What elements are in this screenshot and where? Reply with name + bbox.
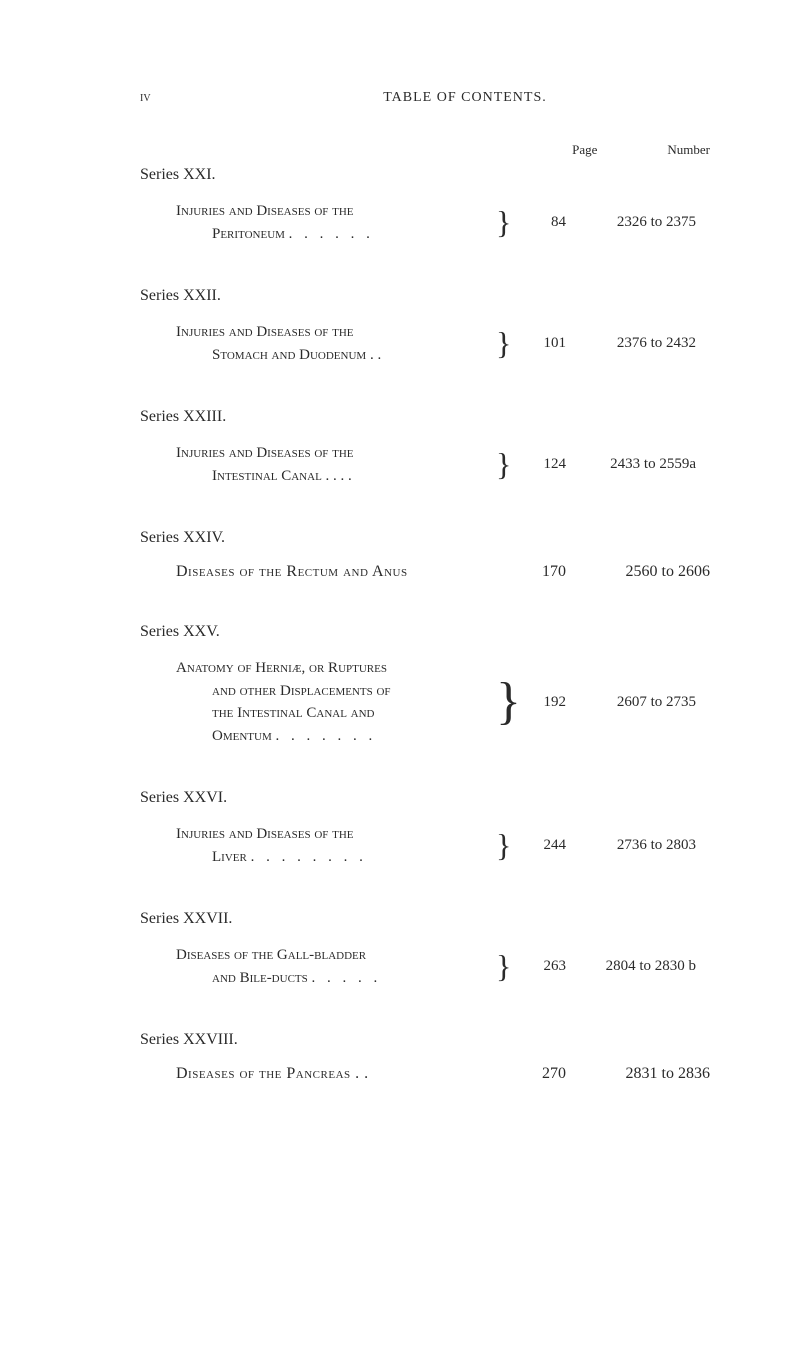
col-number-label: Number [667,142,710,158]
series-title: Series XXIII. [140,408,730,426]
entry-line1: Anatomy of Herniæ, or Ruptures [176,657,496,680]
entry-line2: Intestinal Canal . . . . [176,465,496,488]
entry-line2: Peritoneum . . . . . . [176,223,496,246]
entry-line1: Diseases of the Gall-bladder [176,944,496,967]
entry-number: 2326 to 2375 [566,214,696,231]
entry-page: 270 [516,1065,566,1083]
entry-line1: Injuries and Diseases of the [176,321,496,344]
series-title: Series XXIV. [140,529,730,547]
col-page-label: Page [572,142,597,158]
brace-icon: } [496,450,516,479]
page-roman-numeral: iv [140,90,200,106]
entry-page: 101 [516,335,566,352]
brace-icon: } [496,952,516,981]
entry-description: Anatomy of Herniæ, or Ruptures and other… [176,657,496,747]
entry-page: 244 [516,837,566,854]
series-entry: Diseases of the Rectum and Anus 170 2560… [140,563,730,581]
entry-page: 192 [516,694,566,711]
entry-number: 2560 to 2606 [566,563,730,581]
brace-icon: } [496,208,516,237]
entry-description: Diseases of the Pancreas . . [176,1065,516,1083]
entry-description: Diseases of the Gall-bladder and Bile-du… [176,944,496,989]
entry-line3: the Intestinal Canal and [176,702,496,725]
series-title: Series XXI. [140,166,730,184]
column-headers: Page Number [140,142,730,158]
series-xxii: Series XXII. Injuries and Diseases of th… [140,287,730,366]
page-header: iv TABLE OF CONTENTS. [140,90,730,106]
entry-number: 2607 to 2735 [566,694,696,711]
series-entry: Diseases of the Pancreas . . 270 2831 to… [140,1065,730,1083]
series-entry: Injuries and Diseases of the Liver . . .… [140,823,730,868]
entry-line1: Injuries and Diseases of the [176,823,496,846]
series-xxvii: Series XXVII. Diseases of the Gall-bladd… [140,910,730,989]
entry-description: Injuries and Diseases of the Stomach and… [176,321,496,366]
series-entry: Diseases of the Gall-bladder and Bile-du… [140,944,730,989]
entry-page: 124 [516,456,566,473]
series-entry: Injuries and Diseases of the Intestinal … [140,442,730,487]
entry-description: Diseases of the Rectum and Anus [176,563,516,581]
entry-number: 2804 to 2830 b [566,958,696,975]
entry-page: 170 [516,563,566,581]
series-xxviii: Series XXVIII. Diseases of the Pancreas … [140,1031,730,1083]
entry-line2: Stomach and Duodenum . . [176,344,496,367]
entry-line2: and Bile-ducts . . . . . [176,967,496,990]
entry-number: 2831 to 2836 [566,1065,730,1083]
series-entry: Injuries and Diseases of the Peritoneum … [140,200,730,245]
entry-line4: Omentum . . . . . . . [176,725,496,748]
entry-page: 84 [516,214,566,231]
series-title: Series XXVI. [140,789,730,807]
entry-number: 2433 to 2559a [566,456,696,473]
brace-icon: } [496,679,516,726]
series-title: Series XXII. [140,287,730,305]
series-xxiii: Series XXIII. Injuries and Diseases of t… [140,408,730,487]
series-title: Series XXV. [140,623,730,641]
series-xxvi: Series XXVI. Injuries and Diseases of th… [140,789,730,868]
entry-line2: Liver . . . . . . . . [176,846,496,869]
brace-icon: } [496,329,516,358]
entry-description: Injuries and Diseases of the Liver . . .… [176,823,496,868]
entry-page: 263 [516,958,566,975]
series-xxi: Series XXI. Injuries and Diseases of the… [140,166,730,245]
series-xxiv: Series XXIV. Diseases of the Rectum and … [140,529,730,581]
entry-line1: Injuries and Diseases of the [176,200,496,223]
entry-line1: Injuries and Diseases of the [176,442,496,465]
toc-title: TABLE OF CONTENTS. [200,90,730,106]
entry-description: Injuries and Diseases of the Peritoneum … [176,200,496,245]
series-xxv: Series XXV. Anatomy of Herniæ, or Ruptur… [140,623,730,747]
entry-line2: and other Displacements of [176,680,496,703]
series-title: Series XXVII. [140,910,730,928]
entry-number: 2736 to 2803 [566,837,696,854]
entry-description: Injuries and Diseases of the Intestinal … [176,442,496,487]
brace-icon: } [496,831,516,860]
entry-number: 2376 to 2432 [566,335,696,352]
series-title: Series XXVIII. [140,1031,730,1049]
series-entry: Anatomy of Herniæ, or Ruptures and other… [140,657,730,747]
series-entry: Injuries and Diseases of the Stomach and… [140,321,730,366]
